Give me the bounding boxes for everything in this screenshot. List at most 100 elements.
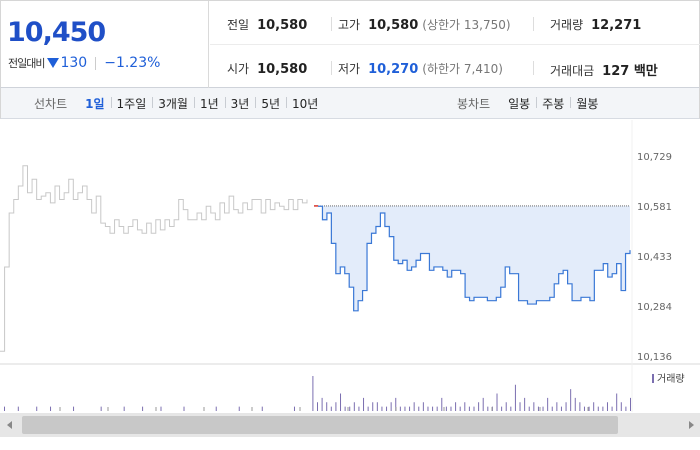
volume-bar [505, 402, 507, 411]
volume-bar [399, 406, 401, 411]
tab-period[interactable]: 1일 [85, 97, 105, 111]
volume-bar [524, 397, 526, 411]
y-tick-label: 10,581 [637, 202, 672, 213]
divider [331, 17, 332, 31]
volume-bar [409, 406, 411, 411]
volume-bar [579, 402, 581, 411]
stat-label: 저가 [338, 62, 361, 76]
volume-bar [455, 402, 457, 411]
stat-label: 시가 [227, 62, 250, 76]
volume-bar [473, 406, 475, 411]
volume-bar [321, 397, 323, 411]
tab-period[interactable]: 1년 [193, 95, 225, 112]
chart-scrollbar[interactable] [0, 413, 700, 437]
volume-bar [537, 406, 539, 411]
volume-bar [588, 406, 590, 411]
volume-bar [487, 406, 489, 411]
volume-bar [123, 406, 125, 411]
stat-label: 거래량 [550, 18, 584, 32]
price-chart[interactable]: 10,729 10,581 10,433 10,284 10,136 거래량 [0, 120, 700, 412]
stat-sub: (하한가 7,410) [422, 62, 503, 76]
volume-bar [436, 406, 438, 411]
volume-bar [386, 406, 388, 411]
today-price-line [318, 205, 631, 312]
scroll-right-button[interactable] [682, 413, 700, 437]
stat-label: 거래대금 [550, 64, 595, 78]
volume-bar [519, 402, 521, 411]
volume-bar [560, 406, 562, 411]
stat-open: 시가 10,580 [227, 60, 307, 77]
volume-bar [160, 406, 162, 411]
volume-bar [312, 376, 314, 411]
volume-bar [395, 397, 397, 411]
volume-bar [293, 406, 295, 411]
y-tick-label: 10,729 [637, 152, 672, 163]
change-label: 전일대비 [8, 57, 45, 70]
volume-bar [441, 397, 443, 411]
divider [95, 56, 97, 70]
volume-bar [482, 397, 484, 411]
volume-bar [238, 406, 240, 411]
volume-bar [459, 406, 461, 411]
scroll-thumb[interactable] [22, 416, 618, 434]
volume-bar [597, 406, 599, 411]
tab-period[interactable]: 3년 [224, 95, 256, 112]
volume-bar [183, 406, 185, 411]
line-chart-tabs: 선차트 1일 1주일 3개월 1년 3년 5년 10년 [34, 88, 324, 119]
volume-bar [413, 402, 415, 411]
volume-bar [630, 397, 631, 411]
volume-bar [427, 406, 429, 411]
volume-bar [570, 389, 572, 411]
volume-bar [404, 406, 406, 411]
volume-bar [528, 406, 530, 411]
scroll-left-button[interactable] [0, 413, 18, 437]
volume-bar [335, 402, 337, 411]
tab-candle-period[interactable]: 일봉 [508, 97, 531, 111]
stat-value: 127 백만 [602, 64, 658, 79]
tab-period[interactable]: 10년 [286, 95, 324, 112]
volume-bar [372, 402, 374, 411]
change-value: 130 [60, 55, 88, 71]
tab-period[interactable]: 5년 [255, 95, 286, 112]
volume-bar [100, 406, 102, 411]
volume-bar [510, 406, 512, 411]
stat-sub: (상한가 13,750) [422, 18, 511, 32]
volume-bar [620, 402, 622, 411]
volume-legend-label: 거래량 [657, 373, 685, 385]
volume-bar [602, 406, 604, 411]
volume-bar [4, 406, 5, 411]
volume-bar [376, 402, 378, 411]
volume-bar [261, 406, 263, 411]
volume-bar [468, 406, 470, 411]
upper-limit-label: 상한가 [426, 18, 461, 32]
stat-label: 고가 [338, 18, 361, 32]
volume-bar [574, 397, 576, 411]
change-row: 전일대비 130 −1.23% [8, 55, 160, 71]
stat-value: 12,271 [591, 18, 642, 33]
volume-bar [353, 402, 355, 411]
volume-bar [478, 402, 480, 411]
stat-prev-close: 전일 10,580 [227, 16, 307, 33]
volume-bar [464, 402, 466, 411]
tab-period[interactable]: 3개월 [152, 95, 194, 112]
volume-bar [556, 402, 558, 411]
stat-value: 10,580 [257, 62, 308, 77]
candle-chart-tabs: 봉차트 일봉 주봉 월봉 [457, 88, 604, 119]
divider [533, 17, 534, 31]
today-area-fill [318, 205, 630, 311]
stat-low: 저가 10,270 (하한가 7,410) [338, 60, 503, 77]
volume-bar [418, 406, 420, 411]
volume-bar [606, 402, 608, 411]
tab-candle-period[interactable]: 월봉 [570, 95, 604, 112]
volume-bar [142, 406, 144, 411]
volume-bar [358, 406, 360, 411]
prev-day-price-line [0, 165, 308, 352]
volume-bar [422, 402, 424, 411]
volume-bar [390, 402, 392, 411]
volume-bar [565, 402, 567, 411]
tab-candle-period[interactable]: 주봉 [536, 95, 570, 112]
down-triangle-icon [47, 58, 60, 68]
tab-period[interactable]: 1주일 [110, 95, 153, 112]
bottom-strip [0, 437, 700, 450]
